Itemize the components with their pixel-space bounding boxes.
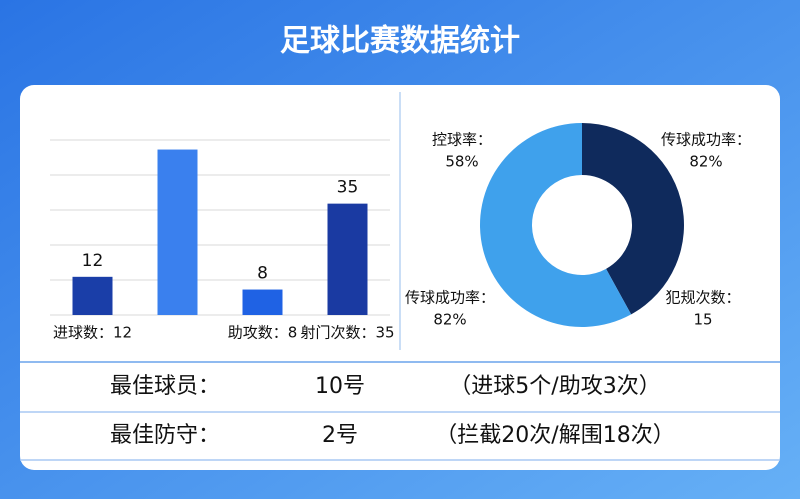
slice-annotation: 控球率： bbox=[432, 131, 492, 149]
table-cell: 最佳球员： bbox=[110, 374, 220, 399]
table-cell: 2号 bbox=[322, 423, 358, 448]
bar bbox=[327, 203, 368, 315]
slice-annotation: 82% bbox=[689, 153, 722, 171]
table-cell: （进球5个/助攻3次） bbox=[449, 374, 660, 399]
pie-slice bbox=[582, 123, 684, 315]
x-tick-label: 助攻数：8 bbox=[228, 324, 298, 342]
bar bbox=[242, 289, 283, 315]
slice-annotation: 传球成功率： bbox=[405, 289, 495, 307]
slice-annotation: 犯规次数： bbox=[665, 289, 740, 307]
slice-annotation: 传球成功率： bbox=[661, 131, 751, 149]
slice-annotation: 15 bbox=[693, 311, 712, 329]
pie-slice bbox=[480, 123, 632, 327]
value-label: 12 bbox=[82, 251, 104, 271]
page-title: 足球比赛数据统计 bbox=[280, 24, 520, 59]
x-tick-label: 射门次数：35 bbox=[300, 324, 394, 342]
bar bbox=[157, 149, 198, 315]
table-cell: 最佳防守： bbox=[110, 423, 220, 448]
bar bbox=[72, 276, 113, 315]
slice-annotation: 82% bbox=[433, 311, 466, 329]
x-tick-label: 进球数：12 bbox=[53, 324, 132, 342]
table-cell: （拦截20次/解围18次） bbox=[435, 423, 674, 448]
value-label: 8 bbox=[257, 264, 268, 284]
table-cell: 10号 bbox=[315, 374, 365, 399]
slice-annotation: 58% bbox=[445, 153, 478, 171]
value-label: 35 bbox=[337, 178, 359, 198]
